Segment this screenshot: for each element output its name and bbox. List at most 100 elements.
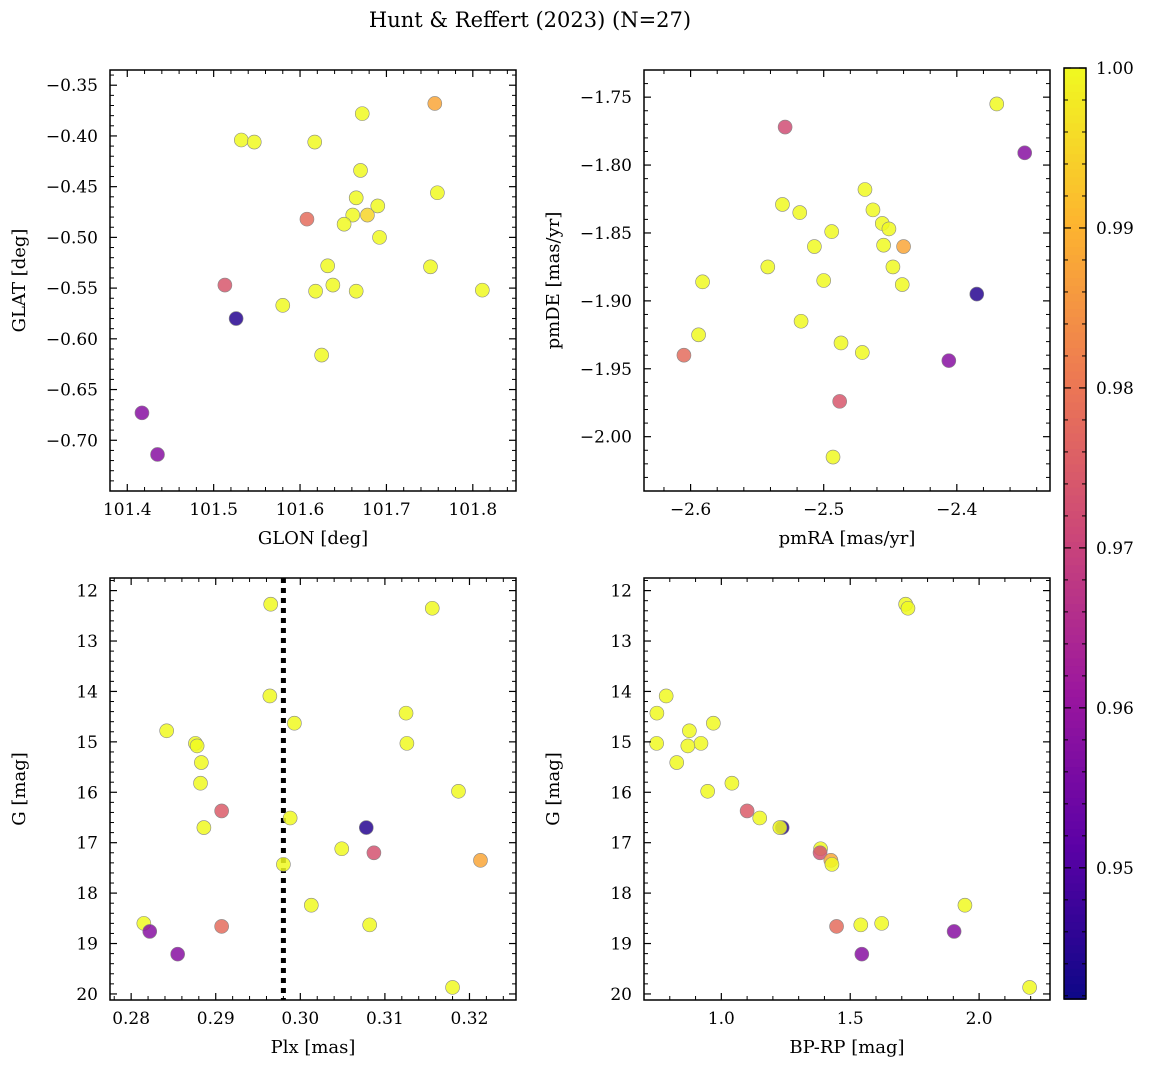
data-point [941, 353, 957, 368]
colorbar-tick-label: 0.95 [1096, 859, 1134, 879]
y-tick-label: −1.90 [580, 292, 632, 312]
colorbar-segment [1064, 401, 1086, 411]
data-point [475, 282, 490, 298]
data-point [865, 202, 881, 218]
data-point [853, 917, 869, 933]
colorbar-segment [1064, 634, 1086, 643]
axes-frame [643, 69, 1051, 492]
data-point [989, 96, 1005, 112]
data-point [885, 259, 901, 275]
data-point [336, 216, 352, 232]
y-tick-label: 12 [76, 582, 98, 602]
data-point [876, 237, 891, 253]
axes-frame [109, 577, 517, 1001]
colorbar-segment [1064, 929, 1086, 938]
data-point [234, 132, 249, 148]
data-point [739, 803, 755, 819]
data-point [695, 274, 710, 290]
data-point [372, 230, 387, 245]
colorbar-segment [1064, 665, 1086, 674]
colorbar-segment [1064, 735, 1086, 744]
y-tick-label: 19 [76, 935, 98, 955]
colorbar-segment [1064, 890, 1086, 899]
data-point [189, 738, 205, 754]
data-point [816, 273, 832, 288]
data-point [228, 311, 244, 326]
figure-title: Hunt & Reffert (2023) (N=27) [369, 8, 691, 32]
data-point [399, 736, 415, 751]
colorbar-segment [1064, 944, 1086, 954]
x-tick-label: 101.6 [276, 500, 325, 520]
data-point [217, 277, 233, 293]
colorbar-segment [1064, 727, 1086, 737]
data-point [706, 715, 721, 731]
colorbar-segment [1064, 479, 1086, 488]
x-tick-label: −2.6 [670, 500, 711, 520]
colorbar-segment [1064, 331, 1086, 341]
data-point [282, 810, 298, 826]
colorbar-segment [1064, 696, 1086, 705]
y-tick-label: 20 [610, 985, 632, 1005]
data-point [314, 347, 329, 363]
y-tick-label: −0.55 [46, 279, 98, 299]
x-tick-label: 2.0 [966, 1009, 993, 1029]
data-point [287, 715, 302, 731]
colorbar-segment [1064, 339, 1086, 349]
y-tick-label: −0.40 [46, 127, 98, 147]
data-point [812, 845, 828, 861]
colorbar-segment [1064, 882, 1086, 892]
colorbar-segment [1064, 774, 1086, 783]
colorbar-segment [1064, 851, 1086, 861]
colorbar-segment [1064, 859, 1086, 868]
colorbar: 0.95 0.96 0.97 0.98 0.99 1.00 [1063, 59, 1134, 1000]
data-point [857, 182, 873, 197]
y-tick-label: −0.65 [46, 381, 98, 401]
colorbar-segment [1064, 983, 1086, 993]
x-axis-label: GLON [deg] [258, 528, 368, 549]
data-point [353, 163, 368, 178]
data-point [724, 775, 740, 791]
colorbar-segment [1064, 448, 1086, 457]
colorbar-segment [1064, 828, 1086, 837]
data-point [833, 335, 849, 351]
x-tick-label: 101.8 [448, 500, 497, 520]
colorbar-segment [1064, 688, 1086, 698]
colorbar-segment [1064, 905, 1086, 915]
colorbar-segment [1064, 347, 1086, 356]
y-tick-label: 17 [610, 834, 632, 854]
colorbar-tick-label: 0.96 [1096, 699, 1134, 719]
colorbar-segment [1064, 510, 1086, 519]
data-point [304, 897, 319, 913]
colorbar-segment [1064, 820, 1086, 830]
colorbar-segment [1064, 580, 1086, 589]
data-point [824, 857, 840, 872]
colorbar-segment [1064, 975, 1086, 985]
colorbar-segment [1064, 680, 1086, 690]
y-tick-label: 18 [610, 884, 632, 904]
colorbar-segment [1064, 843, 1086, 853]
x-tick-label: 101.7 [362, 500, 411, 520]
colorbar-segment [1064, 99, 1086, 108]
colorbar-segment [1064, 595, 1086, 605]
colorbar-segment [1064, 91, 1086, 100]
data-point [193, 775, 208, 791]
colorbar-segment [1064, 921, 1086, 930]
colorbar-segment [1064, 618, 1086, 628]
colorbar-segment [1064, 362, 1086, 372]
data-point [969, 286, 985, 302]
colorbar-tick-label: 0.97 [1096, 539, 1134, 559]
data-point [427, 96, 443, 111]
data-point [134, 405, 150, 421]
colorbar-segment [1064, 355, 1086, 364]
colorbar-tick-label: 0.98 [1096, 379, 1134, 399]
colorbar-segment [1064, 611, 1086, 620]
y-tick-label: −0.70 [46, 431, 98, 451]
colorbar-segment [1064, 184, 1086, 193]
colorbar-segment [1064, 750, 1086, 760]
data-point [325, 277, 341, 293]
data-point [398, 705, 414, 721]
y-tick-label: −0.45 [46, 178, 98, 198]
colorbar-segment [1064, 960, 1086, 969]
y-tick-label: 13 [76, 632, 98, 652]
x-tick-label: 0.30 [281, 1009, 319, 1029]
